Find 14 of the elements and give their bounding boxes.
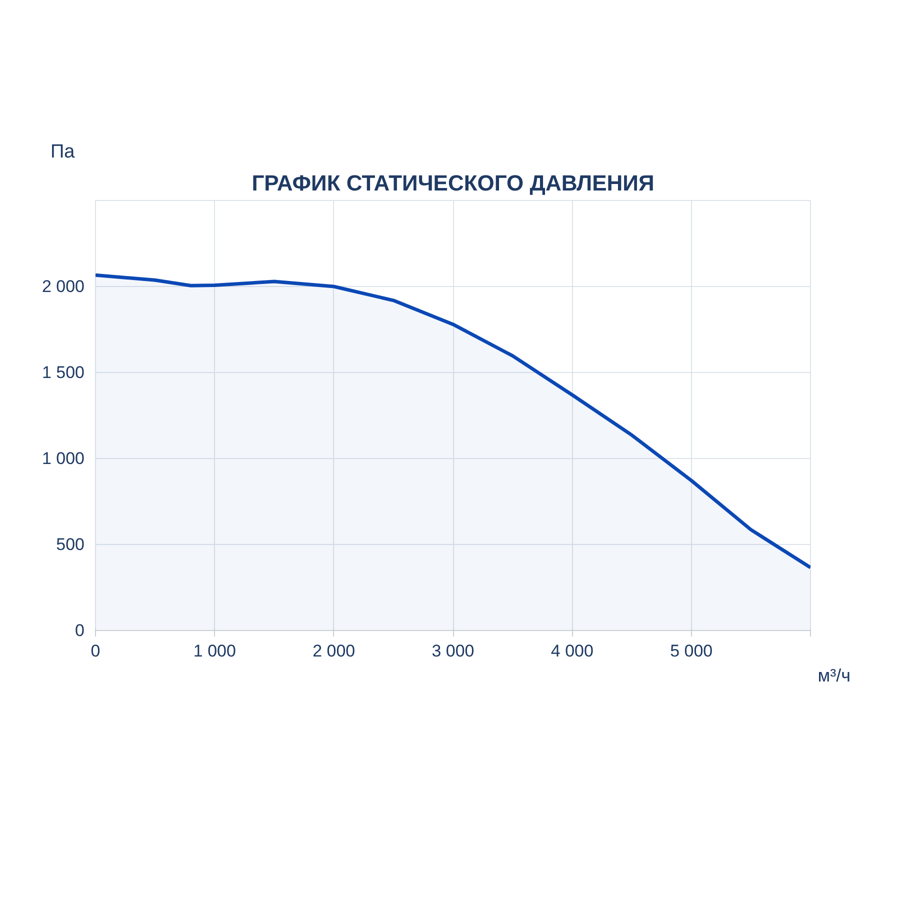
y-tick-label: 0	[75, 621, 85, 640]
x-tick-label: 5 000	[670, 642, 713, 660]
y-tick-label: 2 000	[42, 277, 85, 296]
y-tick-label: 500	[56, 535, 85, 554]
y-tick-label: 1 000	[42, 449, 85, 468]
chart-title: ГРАФИК СТАТИЧЕСКОГО ДАВЛЕНИЯ	[252, 170, 654, 196]
y-axis-title: Па	[50, 142, 76, 162]
y-tick-label: 1 500	[42, 363, 85, 382]
x-tick-label: 1 000	[193, 642, 236, 660]
x-tick-label: 0	[90, 642, 100, 660]
x-axis-title: м³/ч	[818, 666, 850, 686]
x-tick-label: 2 000	[312, 642, 356, 660]
x-tick-label: 3 000	[432, 642, 474, 660]
x-tick-label: 4 000	[550, 642, 594, 660]
